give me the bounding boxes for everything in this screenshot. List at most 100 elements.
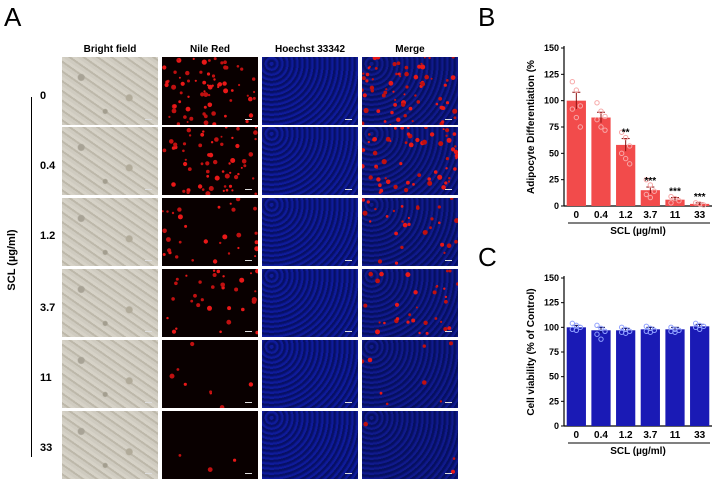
significance-marker: ***: [694, 192, 706, 203]
data-point: [602, 127, 608, 133]
data-point: [594, 100, 600, 106]
micrograph-nile-red-row-6: [162, 411, 258, 479]
x-tick-label: 0.4: [594, 210, 608, 221]
data-point: [622, 330, 629, 336]
micrograph-merge-row-4: [362, 269, 458, 337]
data-point: [626, 143, 633, 149]
x-tick-label: 0.4: [594, 430, 608, 441]
scale-bar: [445, 260, 452, 261]
data-point: [598, 336, 604, 342]
micrograph-bright-field-row-5: [62, 340, 158, 408]
data-point: [668, 193, 674, 200]
micrograph-merge-row-2: [362, 127, 458, 195]
x-tick-label: 0: [574, 210, 580, 221]
x-tick-label: 11: [670, 210, 681, 221]
bar-33: [690, 326, 710, 426]
micrograph-merge-row-1: [362, 57, 458, 125]
scale-bar: [245, 402, 252, 403]
y-tick-label: 0: [554, 421, 559, 431]
x-tick-label: 3.7: [643, 430, 657, 441]
data-point: [569, 79, 576, 85]
row-label-11: 11: [40, 372, 52, 384]
scale-bar: [245, 473, 252, 474]
micrograph-hoechst-row-3: [262, 198, 358, 266]
x-tick-label: 1.2: [619, 430, 633, 441]
scale-bar: [345, 119, 352, 120]
data-point: [676, 198, 682, 204]
data-point: [598, 108, 604, 114]
x-tick-label: 33: [694, 430, 706, 441]
chart-b: 0 25 50 75 100 125 150 0 0.4 1.2 ** 3.7 *** 11 *** 33 **…: [526, 43, 712, 237]
column-header-bright-field: Bright field: [83, 44, 137, 55]
y-tick-label: 100: [544, 96, 559, 106]
micrograph-hoechst-row-5: [262, 340, 358, 408]
micrograph-merge-row-5: [362, 340, 458, 408]
bar-0.4: [591, 117, 611, 206]
scale-bar: [245, 119, 252, 120]
micrograph-hoechst-row-6: [262, 411, 358, 479]
micrograph-nile-red-row-3: [162, 198, 258, 266]
micrograph-bright-field-row-6: [62, 411, 158, 479]
scale-bar: [245, 260, 252, 261]
x-tick-label: 33: [694, 210, 706, 221]
bar-0.4: [591, 330, 611, 426]
y-tick-label: 50: [549, 148, 559, 158]
data-point: [696, 326, 703, 333]
data-point: [598, 124, 604, 130]
row-axis-label: SCL (µg/ml): [6, 229, 18, 291]
scale-bar: [145, 189, 152, 190]
scale-bar: [445, 189, 452, 190]
data-point: [602, 113, 608, 120]
scale-bar: [445, 402, 452, 403]
column-header-merge: Merge: [395, 44, 425, 55]
significance-marker: **: [622, 128, 630, 139]
y-tick-label: 150: [544, 43, 559, 53]
data-point: [700, 202, 707, 208]
chart-c: 0 25 50 75 100 125 150 0 0.4 1.2 3.7 11 33 SCL (µg/ml…: [526, 273, 712, 457]
scale-bar: [445, 119, 452, 120]
micrograph-nile-red-row-4: [162, 269, 258, 337]
x-axis-label: SCL (µg/ml): [610, 226, 666, 237]
scale-bar: [345, 402, 352, 403]
y-tick-label: 100: [544, 322, 559, 332]
scale-bar: [245, 189, 252, 190]
bar-0: [566, 100, 586, 206]
y-tick-label: 25: [549, 175, 559, 185]
micrograph-hoechst-row-1: [262, 57, 358, 125]
x-tick-label: 1.2: [619, 210, 633, 221]
y-tick-label: 25: [549, 396, 559, 406]
micrograph-nile-red-row-2: [162, 127, 258, 195]
bar-3.7: [640, 190, 660, 206]
data-point: [602, 328, 608, 334]
y-axis-label: Adipocyte Differentiation (%: [526, 60, 537, 194]
x-tick-label: 3.7: [643, 210, 657, 221]
scale-bar: [145, 260, 152, 261]
micrograph-merge-row-6: [362, 411, 458, 479]
scale-bar: [345, 473, 352, 474]
data-point: [643, 176, 650, 183]
data-point: [569, 106, 576, 112]
column-header-hoechst: Hoechst 33342: [274, 44, 346, 55]
data-point: [618, 129, 625, 135]
row-label-0-4: 0.4: [40, 160, 56, 172]
data-point: [573, 114, 580, 121]
micrograph-bright-field-row-1: [62, 57, 158, 125]
data-point: [573, 327, 580, 333]
y-tick-label: 150: [544, 273, 559, 283]
scale-bar: [245, 331, 252, 332]
scale-bar: [445, 331, 452, 332]
scale-bar: [445, 473, 452, 474]
y-tick-label: 0: [554, 201, 559, 211]
y-tick-label: 75: [549, 122, 559, 132]
data-point: [577, 324, 584, 331]
bar-1.2: [616, 144, 636, 206]
data-point: [577, 124, 584, 130]
micrograph-hoechst-row-4: [262, 269, 358, 337]
significance-marker: ***: [644, 176, 656, 187]
y-tick-label: 75: [549, 347, 559, 357]
data-point: [651, 188, 658, 194]
scale-bar: [145, 402, 152, 403]
panel-c-letter: C: [478, 242, 497, 272]
scale-bar: [345, 189, 352, 190]
micrograph-nile-red-row-5: [162, 340, 258, 408]
